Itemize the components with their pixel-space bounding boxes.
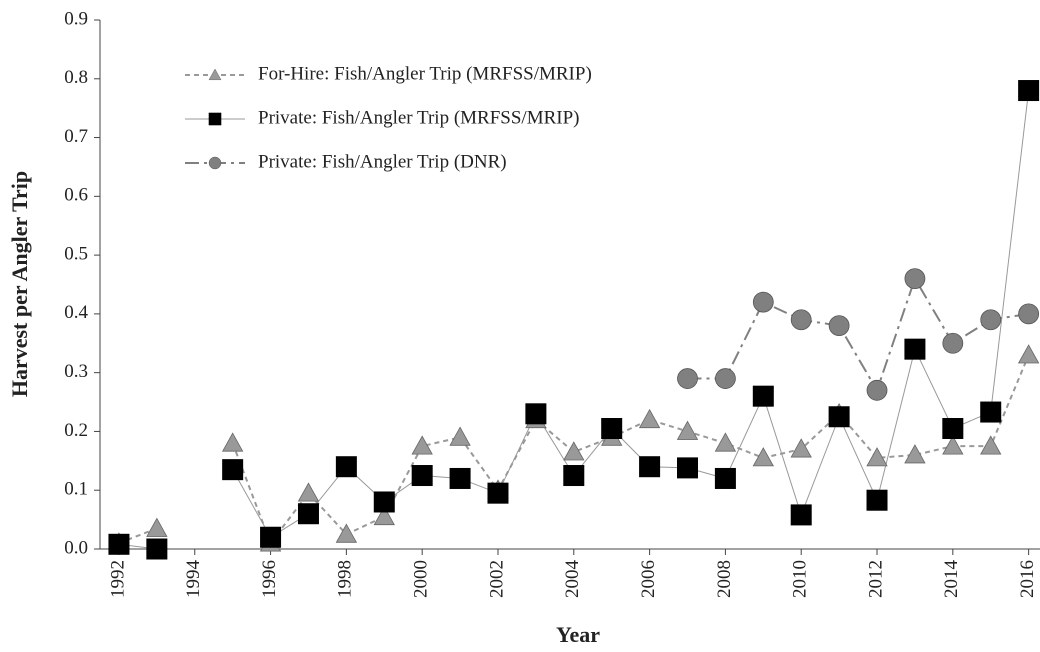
x-tick-label: 2008	[714, 560, 735, 598]
data-point	[790, 504, 812, 526]
x-tick-label: 2004	[562, 560, 583, 599]
data-point	[866, 379, 888, 401]
data-point	[335, 456, 357, 478]
data-point	[866, 447, 888, 467]
x-tick-label: 2006	[638, 560, 659, 598]
y-tick-label: 0.2	[64, 420, 88, 441]
data-point	[1017, 344, 1040, 364]
data-point	[942, 418, 964, 440]
data-point	[638, 408, 661, 429]
y-tick-label: 0.0	[64, 537, 88, 558]
series-line	[118, 354, 1030, 546]
data-point	[942, 435, 964, 455]
data-point	[335, 523, 358, 543]
y-tick-label: 0.6	[64, 185, 88, 206]
y-axis-title: Harvest per Angler Trip	[7, 171, 32, 397]
data-point	[715, 368, 736, 389]
data-point	[108, 533, 130, 555]
x-tick-label: 2000	[411, 560, 432, 598]
legend-label: Private: Fish/Angler Trip (DNR)	[258, 151, 507, 172]
data-point	[904, 268, 926, 290]
x-tick-label: 2012	[865, 560, 886, 598]
x-tick-label: 2002	[486, 560, 507, 598]
data-point	[260, 526, 282, 548]
data-point	[373, 505, 395, 526]
x-tick-label: 1994	[183, 560, 204, 599]
y-tick-label: 0.8	[64, 67, 88, 88]
data-point	[980, 309, 1002, 331]
x-tick-label: 2010	[790, 560, 811, 598]
legend-marker	[208, 68, 222, 81]
data-point	[525, 403, 547, 425]
data-point	[980, 435, 1002, 455]
x-tick-label: 1998	[335, 560, 356, 598]
data-point	[146, 517, 168, 537]
legend-label: For-Hire: Fish/Angler Trip (MRFSS/MRIP)	[258, 63, 592, 84]
data-point	[297, 503, 319, 525]
x-axis-title: Year	[556, 622, 600, 647]
data-point	[677, 368, 698, 389]
data-point	[1018, 303, 1040, 325]
data-point	[828, 315, 850, 337]
series-line	[687, 276, 1029, 393]
legend-marker	[208, 156, 222, 170]
data-point	[752, 385, 774, 407]
data-point	[714, 432, 737, 452]
y-tick-label: 0.4	[64, 302, 88, 323]
data-point	[449, 426, 471, 446]
y-tick-label: 0.5	[64, 243, 88, 264]
data-point	[222, 459, 244, 481]
x-tick-label: 1996	[259, 560, 280, 598]
data-point	[563, 465, 585, 487]
x-tick-label: 1992	[107, 560, 128, 598]
data-point	[904, 338, 926, 360]
data-point	[221, 432, 244, 452]
data-point	[828, 406, 850, 428]
y-tick-label: 0.7	[64, 126, 88, 147]
data-point	[146, 538, 168, 560]
data-point	[449, 467, 471, 489]
data-point	[752, 291, 774, 313]
data-point	[601, 418, 623, 440]
data-point	[1018, 80, 1040, 102]
data-point	[297, 482, 320, 502]
data-point	[411, 465, 433, 487]
data-point	[676, 420, 699, 440]
x-tick-label: 2014	[941, 560, 962, 599]
data-point	[790, 438, 812, 458]
data-point	[487, 482, 509, 504]
data-point	[677, 457, 698, 479]
data-point	[714, 467, 736, 489]
data-point	[752, 447, 774, 467]
data-point	[373, 491, 395, 513]
data-point	[942, 332, 964, 354]
data-point	[790, 309, 812, 331]
data-point	[904, 444, 926, 464]
legend-label: Private: Fish/Angler Trip (MRFSS/MRIP)	[258, 107, 580, 128]
data-point	[411, 435, 433, 455]
data-point	[639, 456, 661, 478]
x-tick-label: 2016	[1017, 560, 1038, 598]
y-tick-label: 0.9	[64, 8, 88, 29]
data-point	[980, 401, 1002, 423]
y-tick-label: 0.3	[64, 361, 88, 382]
data-point	[866, 489, 888, 511]
y-tick-label: 0.1	[64, 479, 88, 500]
legend-marker	[208, 112, 222, 126]
data-point	[563, 441, 585, 461]
